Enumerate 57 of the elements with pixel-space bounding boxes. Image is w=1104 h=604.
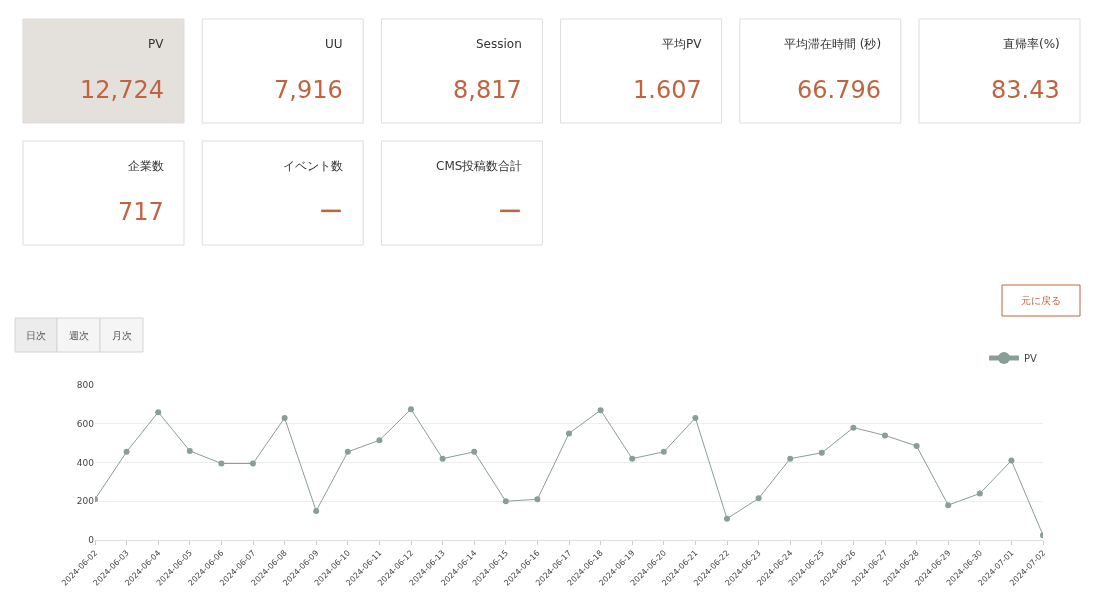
category-label: 平均PV bbox=[662, 37, 703, 51]
point bbox=[155, 409, 162, 416]
text: 717 bbox=[118, 198, 164, 226]
point bbox=[660, 448, 667, 455]
y-tick-label: 200 bbox=[76, 496, 95, 507]
point bbox=[692, 414, 699, 421]
point bbox=[1008, 457, 1015, 464]
y-tick-label: 0 bbox=[88, 535, 95, 546]
text: 週次 bbox=[69, 330, 89, 341]
y-tick-label: 400 bbox=[76, 457, 95, 468]
category-label: CMS投稿数合計 bbox=[436, 159, 523, 173]
text: 元に戻る bbox=[1021, 295, 1061, 306]
point bbox=[724, 515, 730, 522]
y-tick-label: 800 bbox=[76, 380, 95, 391]
legend-label: PV bbox=[1024, 352, 1038, 364]
point bbox=[439, 455, 446, 462]
point bbox=[344, 448, 351, 455]
point bbox=[123, 448, 130, 455]
text: 月次 bbox=[112, 330, 132, 341]
point bbox=[534, 496, 541, 503]
text: 1.607 bbox=[633, 76, 702, 104]
text: 8,817 bbox=[453, 76, 522, 104]
category-label: UU bbox=[325, 37, 343, 51]
text: 7,916 bbox=[274, 76, 343, 104]
point bbox=[408, 406, 414, 413]
point bbox=[945, 502, 952, 509]
point bbox=[629, 455, 636, 462]
text: 83.43 bbox=[991, 76, 1060, 104]
point bbox=[281, 414, 288, 421]
category-label: 直帰率(%) bbox=[1003, 37, 1060, 51]
point bbox=[471, 448, 478, 455]
text: 66.796 bbox=[797, 76, 881, 104]
point bbox=[376, 437, 383, 444]
point bbox=[787, 455, 794, 462]
point bbox=[566, 430, 572, 437]
text: ー bbox=[319, 198, 343, 226]
category-label: 企業数 bbox=[128, 159, 164, 173]
text: 日次 bbox=[26, 330, 46, 341]
point bbox=[850, 424, 857, 431]
point bbox=[755, 495, 762, 502]
point bbox=[818, 449, 825, 456]
category-label: Session bbox=[476, 37, 522, 51]
point bbox=[597, 407, 604, 414]
point bbox=[882, 432, 888, 439]
point bbox=[313, 507, 320, 514]
point bbox=[186, 447, 193, 454]
point bbox=[976, 490, 983, 497]
category-label: 平均滞在時間 (秒) bbox=[784, 37, 882, 51]
text: 12,724 bbox=[80, 76, 164, 104]
point bbox=[218, 460, 225, 467]
category-label: イベント数 bbox=[283, 159, 343, 173]
category-label: PV bbox=[148, 37, 165, 51]
text: ー bbox=[498, 198, 522, 226]
point bbox=[250, 460, 256, 467]
point bbox=[913, 443, 920, 450]
point bbox=[502, 498, 509, 505]
y-tick-label: 600 bbox=[76, 418, 95, 429]
